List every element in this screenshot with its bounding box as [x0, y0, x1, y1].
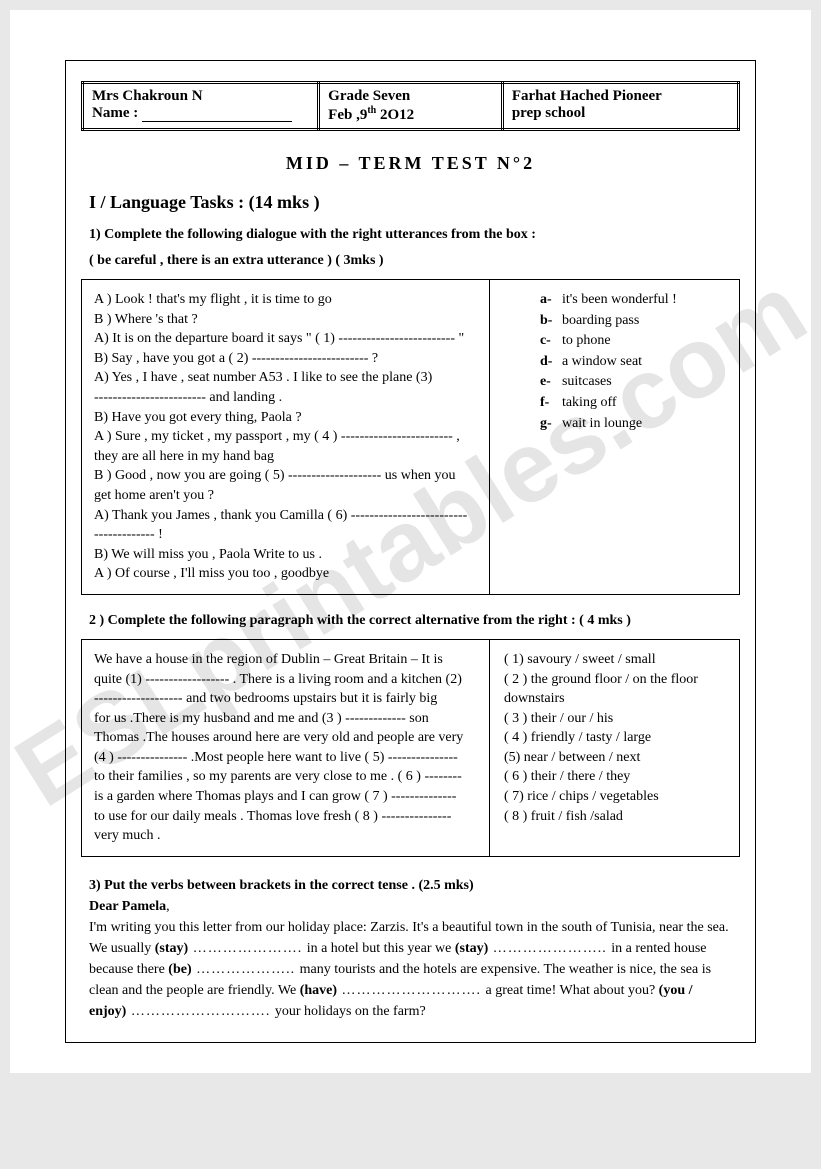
- header-cell-teacher: Mrs Chakroun N Name :: [83, 83, 319, 130]
- q1-option: e-suitcases: [540, 372, 727, 392]
- q1-dialogue-line: ------------- !: [94, 525, 477, 545]
- q1-hint: ( be careful , there is an extra utteran…: [89, 253, 740, 269]
- option-label: e-: [540, 372, 562, 392]
- q1-options-cell: a-it's been wonderful !b-boarding passc-…: [489, 280, 739, 595]
- main-title: MID – TERM TEST N°2: [81, 153, 740, 174]
- q1-dialogue-line: A) Thank you James , thank you Camilla (…: [94, 506, 477, 526]
- q3-p6: your holidays on the farm?: [275, 1004, 426, 1019]
- q3-v4: (have): [300, 983, 337, 998]
- q2-option-line: ( 6 ) their / there / they: [504, 767, 727, 787]
- date-text: Feb ,9: [328, 107, 367, 123]
- q3-v3: (be): [168, 962, 191, 977]
- q1-dialogue-line: B) Have you got every thing, Paola ?: [94, 408, 477, 428]
- grade-text: Grade Seven: [328, 88, 410, 104]
- q3-dear: Dear Pamela: [89, 899, 166, 914]
- option-label: b-: [540, 311, 562, 331]
- option-label: d-: [540, 352, 562, 372]
- q1-table: A ) Look ! that's my flight , it is time…: [81, 279, 740, 595]
- q1-dialogue-cell: A ) Look ! that's my flight , it is time…: [82, 280, 490, 595]
- q2-paragraph-line: quite (1) ------------------ . There is …: [94, 670, 477, 690]
- option-text: boarding pass: [562, 313, 639, 328]
- option-text: wait in lounge: [562, 416, 642, 431]
- q3-p2: in a hotel but this year we: [307, 941, 455, 956]
- header-table: Mrs Chakroun N Name : Grade Seven Feb ,9…: [81, 81, 740, 131]
- year-text: 2O12: [376, 107, 414, 123]
- q1-option: a-it's been wonderful !: [540, 290, 727, 310]
- q3-d4[interactable]: ……………………….: [337, 983, 486, 998]
- header-cell-grade: Grade Seven Feb ,9th 2O12: [319, 83, 503, 130]
- q1-option: b-boarding pass: [540, 311, 727, 331]
- q3-p5: a great time! What about you?: [486, 983, 659, 998]
- q3-v1: (stay): [155, 941, 188, 956]
- q2-table: We have a house in the region of Dublin …: [81, 639, 740, 857]
- option-label: c-: [540, 331, 562, 351]
- q2-paragraph-line: to their families , so my parents are ve…: [94, 767, 477, 787]
- q2-paragraph-line: We have a house in the region of Dublin …: [94, 650, 477, 670]
- name-label: Name :: [92, 105, 138, 121]
- option-text: it's been wonderful !: [562, 292, 677, 307]
- teacher-name: Mrs Chakroun N: [92, 88, 203, 104]
- q2-paragraph-line: very much .: [94, 826, 477, 846]
- option-label: f-: [540, 393, 562, 413]
- q2-paragraph-cell: We have a house in the region of Dublin …: [82, 639, 490, 856]
- q3-d2[interactable]: …………………..: [488, 941, 611, 956]
- option-text: a window seat: [562, 354, 642, 369]
- q1-prompt: 1) Complete the following dialogue with …: [89, 227, 740, 243]
- school-line-2: prep school: [512, 105, 585, 121]
- q1-dialogue-line: B ) Where 's that ?: [94, 310, 477, 330]
- content-frame: Mrs Chakroun N Name : Grade Seven Feb ,9…: [65, 60, 756, 1043]
- q3-block: 3) Put the verbs between brackets in the…: [89, 875, 732, 1022]
- q1-option: d-a window seat: [540, 352, 727, 372]
- q2-option-line: ( 7) rice / chips / vegetables: [504, 787, 727, 807]
- q1-dialogue-line: A ) Sure , my ticket , my passport , my …: [94, 427, 477, 447]
- q1-option: g-wait in lounge: [540, 414, 727, 434]
- q2-options-cell: ( 1) savoury / sweet / small( 2 ) the gr…: [489, 639, 739, 856]
- q2-paragraph-line: for us .There is my husband and me and (…: [94, 709, 477, 729]
- option-text: to phone: [562, 333, 611, 348]
- q1-dialogue-line: A ) Look ! that's my flight , it is time…: [94, 290, 477, 310]
- name-blank-line[interactable]: [142, 121, 292, 122]
- q1-dialogue-line: A) It is on the departure board it says …: [94, 329, 477, 349]
- q3-v2: (stay): [455, 941, 488, 956]
- q1-dialogue-line: B ) Good , now you are going ( 5) ------…: [94, 466, 477, 486]
- header-cell-school: Farhat Hached Pioneer prep school: [502, 83, 738, 130]
- q2-paragraph-line: ------------------- and two bedrooms ups…: [94, 689, 477, 709]
- q3-d1[interactable]: ………………….: [188, 941, 307, 956]
- q1-dialogue-line: they are all here in my hand bag: [94, 447, 477, 467]
- option-label: g-: [540, 414, 562, 434]
- q1-option: c-to phone: [540, 331, 727, 351]
- q2-option-line: ( 2 ) the ground floor / on the floor do…: [504, 670, 727, 709]
- q1-dialogue-line: ------------------------ and landing .: [94, 388, 477, 408]
- page: ESLprintables.com Mrs Chakroun N Name : …: [10, 10, 811, 1073]
- q2-option-line: ( 3 ) their / our / his: [504, 709, 727, 729]
- date-sup: th: [367, 105, 376, 116]
- q2-option-line: ( 1) savoury / sweet / small: [504, 650, 727, 670]
- option-text: suitcases: [562, 374, 612, 389]
- q1-dialogue-line: get home aren't you ?: [94, 486, 477, 506]
- q1-dialogue-line: A) Yes , I have , seat number A53 . I li…: [94, 368, 477, 388]
- q2-paragraph-line: Thomas .The houses around here are very …: [94, 728, 477, 748]
- school-line-1: Farhat Hached Pioneer: [512, 88, 662, 104]
- q2-paragraph-line: to use for our daily meals . Thomas love…: [94, 807, 477, 827]
- q3-prompt: 3) Put the verbs between brackets in the…: [89, 875, 732, 896]
- q2-paragraph-line: (4 ) --------------- .Most people here w…: [94, 748, 477, 768]
- q1-dialogue-line: B) We will miss you , Paola Write to us …: [94, 545, 477, 565]
- q3-d5[interactable]: ……………………….: [126, 1004, 275, 1019]
- q1-option: f-taking off: [540, 393, 727, 413]
- section-heading: I / Language Tasks : (14 mks ): [89, 192, 740, 213]
- option-label: a-: [540, 290, 562, 310]
- q2-paragraph-line: is a garden where Thomas plays and I can…: [94, 787, 477, 807]
- q1-dialogue-line: A ) Of course , I'll miss you too , good…: [94, 564, 477, 584]
- q2-prompt: 2 ) Complete the following paragraph wit…: [89, 613, 740, 629]
- q1-dialogue-line: B) Say , have you got a ( 2) -----------…: [94, 349, 477, 369]
- q2-option-line: ( 4 ) friendly / tasty / large: [504, 728, 727, 748]
- option-text: taking off: [562, 395, 617, 410]
- q3-d3[interactable]: ………………..: [192, 962, 300, 977]
- q2-option-line: (5) near / between / next: [504, 748, 727, 768]
- q2-option-line: ( 8 ) fruit / fish /salad: [504, 807, 727, 827]
